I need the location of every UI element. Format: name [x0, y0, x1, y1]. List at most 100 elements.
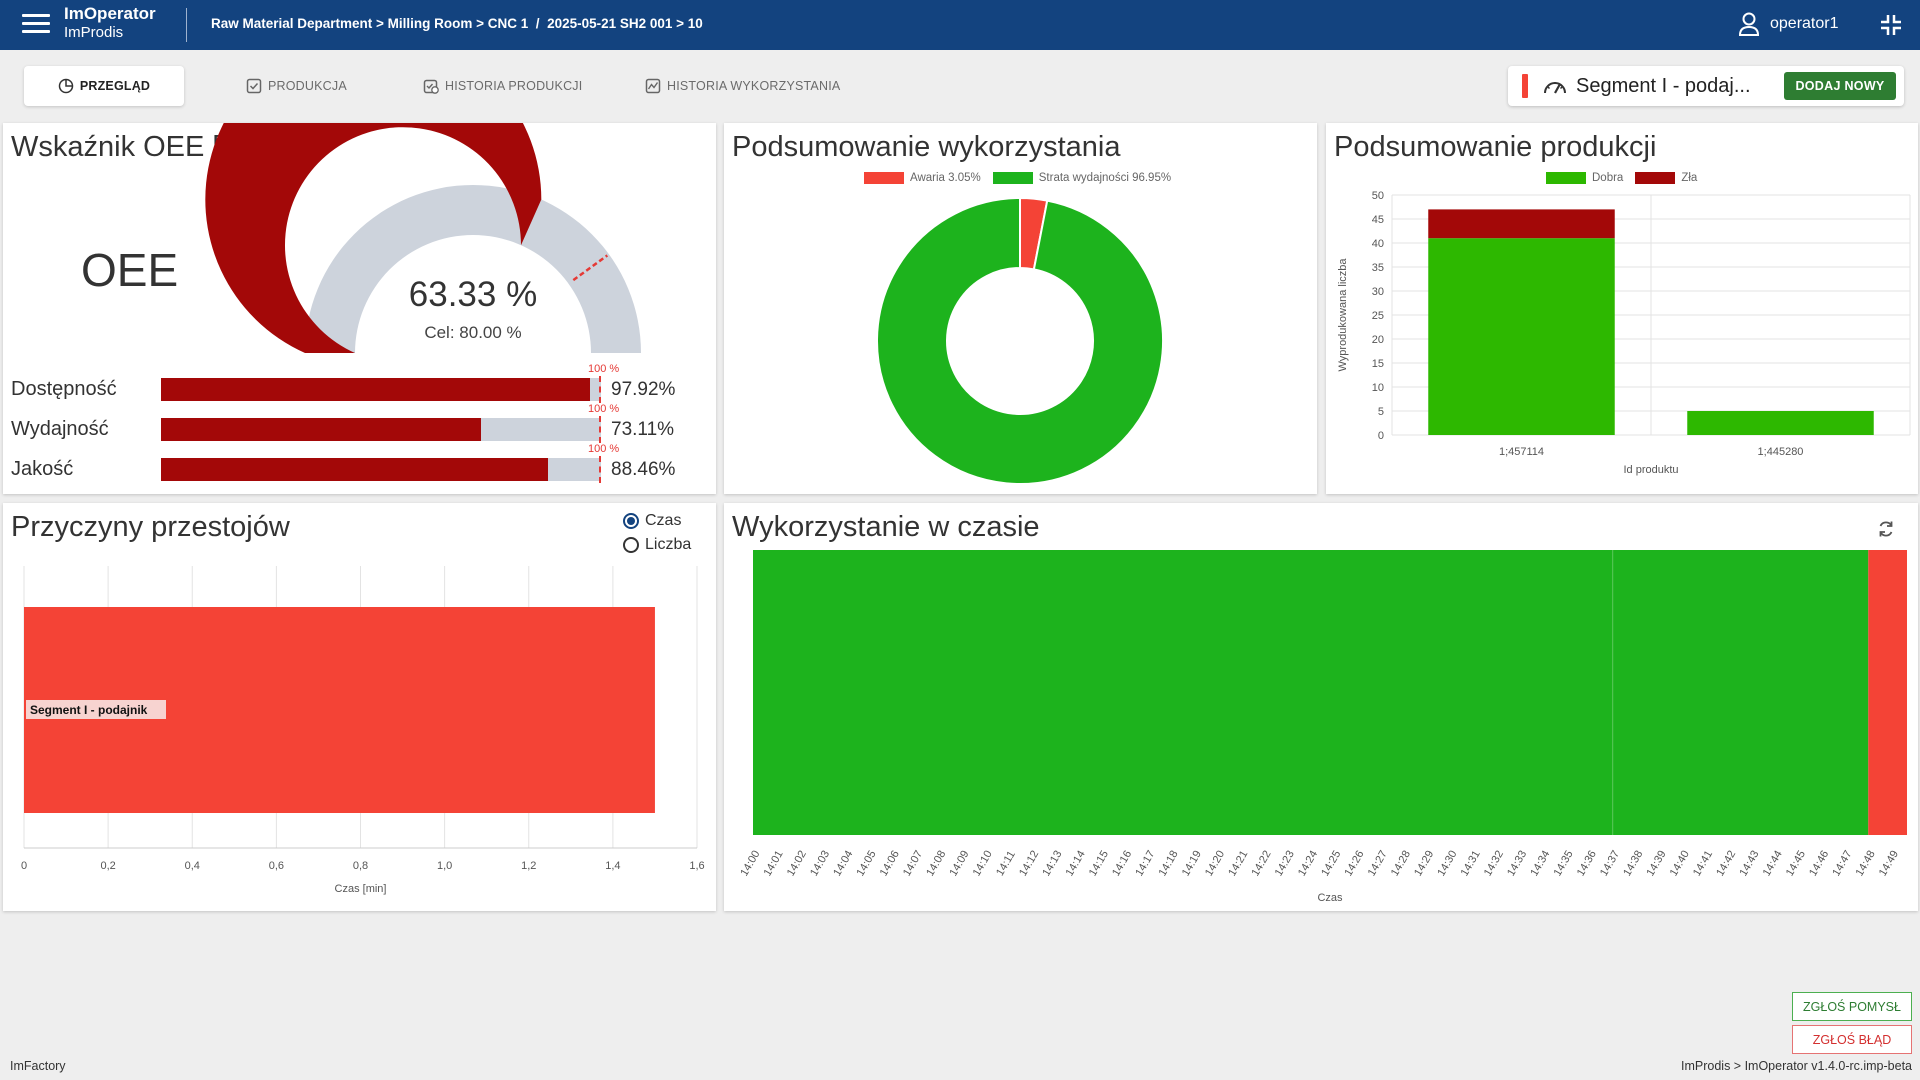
x-tick-label: 14:04 — [831, 849, 855, 879]
x-tick-label: 14:00 — [738, 849, 762, 879]
divider — [186, 8, 187, 42]
y-tick-label: 5 — [1378, 406, 1384, 418]
x-tick-label: 0,2 — [100, 860, 115, 872]
x-tick-label: 14:02 — [785, 849, 809, 879]
downtime-card: Przyczyny przestojów Czas Liczba 0 0,2 0,4… — [3, 503, 716, 911]
x-tick-label: 14:32 — [1482, 849, 1506, 879]
x-tick-label: 14:46 — [1807, 849, 1831, 879]
legend-swatch — [992, 172, 1033, 184]
x-tick-label: 14:21 — [1226, 849, 1250, 879]
user-menu[interactable]: operator1 — [1738, 12, 1839, 36]
tab-label: PRODUKCJA — [268, 79, 347, 93]
legend-item[interactable]: Zła — [1635, 172, 1697, 184]
tab-przeglad[interactable]: PRZEGLĄD — [24, 66, 184, 106]
bar-segment — [1428, 238, 1615, 435]
tab-label: HISTORIA PRODUKCJI — [445, 79, 583, 93]
menu-icon[interactable] — [22, 14, 50, 36]
bar-segment — [1687, 411, 1874, 435]
y-tick-label: 20 — [1372, 334, 1384, 346]
x-tick-label: 0,8 — [353, 860, 368, 872]
breadcrumb[interactable]: Raw Material Department > Milling Room >… — [211, 16, 703, 31]
y-tick-label: 35 — [1372, 262, 1384, 274]
x-tick-label: 14:49 — [1877, 849, 1901, 879]
timeline-chart: 14:00 14:01 14:02 14:03 14:04 14:05 14:06 14:07… — [738, 550, 1907, 904]
metric-target-marker — [599, 376, 601, 403]
x-tick-label: 14:28 — [1389, 849, 1413, 879]
x-tick-label: 14:03 — [808, 849, 832, 879]
timeline-segment — [1612, 550, 1869, 835]
timeline-card: Wykorzystanie w czasie 14:00 14:01 14:02 14… — [724, 503, 1918, 911]
report-bug-button[interactable]: ZGŁOŚ BŁĄD — [1792, 1025, 1912, 1054]
metric-fill — [161, 418, 482, 441]
x-tick-label: 14:47 — [1830, 849, 1854, 879]
x-tick-label: 14:25 — [1319, 849, 1343, 879]
downtime-bar-chart: 0 0,2 0,4 0,6 0,8 1,0 1,2 1,4 1,6 Segment I - pod… — [21, 566, 705, 895]
tab-historia-produkcji[interactable]: HISTORIA PRODUKCJI — [423, 66, 582, 106]
downtime-title: Przyczyny przestojów — [11, 511, 290, 543]
x-tick-label: 14:17 — [1133, 849, 1157, 879]
donut-slice — [876, 196, 1164, 485]
y-tick-label: 40 — [1372, 238, 1384, 250]
refresh-icon[interactable] — [1876, 519, 1896, 539]
usage-summary-title: Podsumowanie wykorzystania — [732, 131, 1121, 163]
x-tick-label: 14:33 — [1505, 849, 1529, 879]
legend-item[interactable]: Dobra — [1546, 172, 1623, 184]
y-tick-label: 25 — [1372, 310, 1384, 322]
x-tick-label: 1,6 — [689, 860, 704, 872]
legend-item[interactable]: Strata wydajności 96.95% — [992, 172, 1172, 184]
collapse-icon[interactable] — [1880, 14, 1902, 36]
x-tick-label: 14:18 — [1157, 849, 1181, 879]
tab-label: PRZEGLĄD — [79, 79, 151, 93]
x-tick-label: 14:15 — [1087, 849, 1111, 879]
legend-swatch — [864, 172, 904, 184]
radio-liczba[interactable]: Liczba — [623, 536, 691, 554]
user-icon — [1738, 12, 1760, 36]
oee-gauge — [205, 123, 641, 353]
bar-segment — [1428, 209, 1615, 239]
x-tick-label: 14:08 — [924, 849, 948, 879]
legend-label: Awaria 3.05% — [910, 172, 981, 184]
legend-item[interactable]: Awaria 3.05% — [864, 172, 981, 184]
history-check-icon — [423, 79, 439, 94]
legend-swatch — [1546, 172, 1586, 184]
legend-label: Strata wydajności 96.95% — [1038, 172, 1172, 184]
radio-label: Czas — [645, 512, 682, 529]
metric-target-label: 100 % — [588, 363, 620, 375]
x-axis-label: Czas — [1317, 892, 1343, 904]
gauge-fill — [205, 123, 542, 353]
radio-czas[interactable]: Czas — [623, 512, 681, 530]
chart-box-icon — [645, 78, 661, 94]
legend-label: Dobra — [1592, 172, 1624, 184]
oee-value: 63.33 % — [408, 275, 538, 314]
tab-produkcja[interactable]: PRODUKCJA — [246, 66, 347, 106]
x-tick-label: 14:22 — [1249, 849, 1273, 879]
x-tick-label: 14:38 — [1621, 849, 1645, 879]
segment-label: Segment I - podaj... — [1576, 74, 1751, 97]
x-tick-label: 14:23 — [1273, 849, 1297, 879]
x-tick-label: 14:40 — [1668, 849, 1692, 879]
metric-label-quality: Jakość — [11, 458, 74, 480]
timeline-segment — [1868, 550, 1907, 835]
x-tick-label: 1,0 — [437, 860, 452, 872]
x-tick-label: 14:01 — [762, 849, 786, 879]
y-tick-label: 50 — [1372, 190, 1384, 202]
x-tick-label: 1;457114 — [1499, 446, 1544, 458]
x-tick-label: 14:44 — [1761, 849, 1785, 879]
timeline-segment — [753, 550, 1613, 835]
pie-chart-icon — [58, 78, 74, 94]
metric-fill — [161, 378, 590, 401]
metric-value-performance: 73.11% — [611, 419, 675, 440]
x-tick-label: 14:43 — [1737, 849, 1761, 879]
add-new-button[interactable]: DODAJ NOWY — [1784, 72, 1896, 100]
x-tick-label: 14:05 — [854, 849, 878, 879]
x-tick-label: 14:09 — [947, 849, 971, 879]
y-axis-label: Wyprodukowana liczba — [1337, 258, 1349, 372]
metric-fill — [161, 458, 549, 481]
metric-target-label: 100 % — [588, 403, 620, 415]
footer-version: ImProdis > ImOperator v1.4.0-rc.imp-beta — [1681, 1059, 1912, 1073]
report-idea-button[interactable]: ZGŁOŚ POMYSŁ — [1792, 992, 1912, 1021]
production-bar-chart: 0 5 10 15 20 25 30 35 40 45 50 1;457114 1;445280 Id p… — [1337, 190, 1911, 476]
tab-historia-wykorzystania[interactable]: HISTORIA WYKORZYSTANIA — [645, 66, 840, 106]
x-tick-label: 14:34 — [1528, 849, 1552, 879]
x-tick-label: 1,2 — [521, 860, 536, 872]
